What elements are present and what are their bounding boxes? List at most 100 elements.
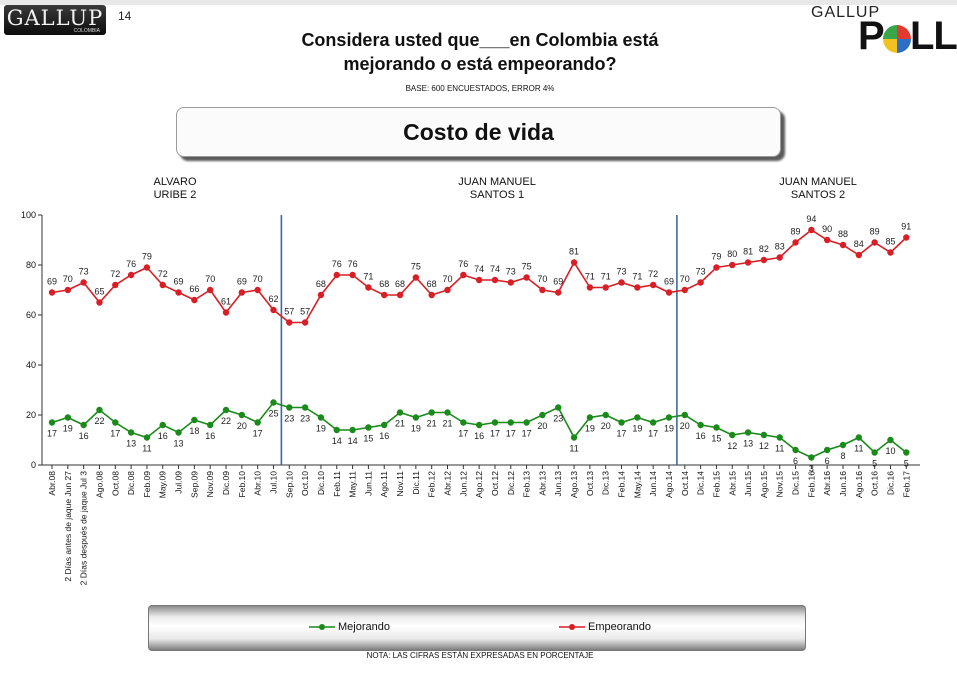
data-point-empeorando: [523, 274, 530, 281]
legend-item-empeorando: Empeorando: [559, 621, 651, 633]
x-tick-label: Dic.16: [885, 471, 895, 495]
x-tick-label: Feb.17: [901, 471, 911, 498]
data-point-mejorando: [523, 419, 530, 426]
sample-base: BASE: 600 ENCUESTADOS, ERROR 4%: [405, 84, 555, 93]
data-label-empeorando: 61: [221, 297, 231, 307]
data-label-empeorando: 71: [363, 272, 373, 282]
data-point-mejorando: [586, 414, 594, 421]
data-point-mejorando: [286, 404, 293, 411]
data-label-empeorando: 79: [711, 252, 721, 262]
data-point-empeorando: [222, 309, 230, 316]
period-label-santos1: JUAN MANUEL SANTOS 1: [437, 176, 557, 202]
x-tick-label: Feb.16: [806, 471, 816, 498]
x-tick-label: Feb.15: [711, 471, 721, 498]
data-label-empeorando: 73: [617, 267, 627, 277]
x-tick-label: Feb.14: [617, 471, 627, 498]
legend-label-empeorando: Empeorando: [588, 621, 651, 633]
period-line: SANTOS 2: [790, 189, 846, 201]
data-point-mejorando: [618, 419, 625, 426]
data-point-mejorando: [222, 406, 230, 414]
data-point-empeorando: [412, 274, 420, 281]
x-tick-label: Ago.15: [759, 471, 769, 498]
data-point-empeorando: [333, 271, 340, 279]
data-point-mejorando: [254, 419, 261, 426]
data-point-empeorando: [301, 319, 309, 326]
data-point-empeorando: [839, 241, 847, 249]
data-label-mejorando: 11: [142, 444, 151, 454]
x-tick-label: Jun.15: [743, 471, 753, 497]
logo-right-p: P: [858, 14, 885, 58]
y-tick-label: 80: [26, 260, 36, 270]
data-point-mejorando: [444, 409, 451, 416]
data-point-mejorando: [127, 429, 135, 436]
x-tick-label: Oct.10: [300, 471, 310, 496]
data-point-mejorando: [96, 406, 103, 414]
title-line-2: mejorando o está empeorando?: [343, 54, 617, 74]
data-label-mejorando: 19: [632, 424, 642, 434]
x-tick-label: Ago.16: [854, 471, 864, 498]
data-point-empeorando: [491, 276, 499, 284]
x-tick-label: Jul.10: [268, 471, 278, 494]
data-point-empeorando: [112, 281, 119, 289]
data-point-mejorando: [792, 446, 799, 454]
data-point-mejorando: [887, 436, 894, 444]
data-label-mejorando: 6: [825, 456, 830, 466]
title-line-1: Considera usted que___en Colombia está: [301, 30, 659, 50]
data-point-mejorando: [903, 449, 910, 456]
y-tick-label: 20: [26, 410, 36, 420]
data-point-mejorando: [839, 441, 847, 449]
data-label-empeorando: 89: [791, 227, 801, 237]
footnote: NOTA: LAS CIFRAS ESTÁN EXPRESADAS EN POR…: [366, 651, 594, 660]
data-point-mejorando: [238, 411, 246, 419]
period-line: URIBE 2: [153, 189, 197, 201]
period-line: JUAN MANUEL: [458, 176, 536, 188]
data-point-mejorando: [823, 446, 831, 454]
data-label-mejorando: 20: [537, 421, 547, 431]
data-label-mejorando: 23: [284, 414, 294, 424]
data-label-mejorando: 5: [904, 459, 909, 469]
x-tick-label: Dic.10: [316, 471, 326, 495]
top-bar: [0, 0, 957, 5]
x-tick-label: Dic.15: [791, 471, 801, 495]
data-point-empeorando: [760, 256, 768, 264]
data-label-empeorando: 75: [522, 262, 532, 272]
data-point-mejorando: [744, 429, 752, 436]
data-label-mejorando: 21: [427, 419, 437, 429]
data-label-mejorando: 3: [809, 464, 814, 474]
period-line: ALVARO: [153, 176, 197, 188]
data-label-mejorando: 20: [680, 421, 690, 431]
data-point-empeorando: [729, 261, 736, 269]
data-point-empeorando: [96, 299, 103, 306]
data-point-mejorando: [207, 421, 214, 429]
data-label-mejorando: 19: [63, 424, 73, 434]
data-label-mejorando: 5: [872, 459, 877, 469]
x-tick-label: Dic.11: [411, 471, 421, 495]
data-point-mejorando: [634, 414, 641, 421]
data-point-empeorando: [175, 289, 182, 296]
x-tick-label: Abr.16: [822, 471, 832, 496]
data-label-mejorando: 19: [411, 424, 421, 434]
data-point-mejorando: [871, 449, 878, 456]
x-tick-label: Abr.12: [443, 471, 453, 496]
x-tick-label: Dic.14: [696, 471, 706, 495]
data-point-mejorando: [602, 411, 609, 419]
data-point-empeorando: [475, 276, 483, 284]
data-point-empeorando: [238, 289, 246, 296]
data-point-mejorando: [301, 404, 309, 411]
data-label-empeorando: 75: [411, 262, 421, 272]
data-label-empeorando: 76: [458, 259, 468, 269]
data-label-empeorando: 69: [174, 277, 184, 287]
data-point-mejorando: [428, 409, 435, 416]
data-point-mejorando: [491, 419, 499, 426]
data-label-mejorando: 17: [617, 429, 627, 439]
x-tick-label: Ago.14: [664, 471, 674, 498]
data-point-empeorando: [823, 236, 831, 244]
gallup-poll-logo: GALLUP P LL: [806, 4, 957, 60]
data-point-empeorando: [602, 284, 609, 291]
data-label-empeorando: 71: [632, 272, 642, 282]
period-label-santos2: JUAN MANUEL SANTOS 2: [758, 176, 878, 202]
data-point-empeorando: [64, 286, 72, 294]
data-point-empeorando: [207, 286, 214, 294]
data-point-empeorando: [665, 289, 673, 296]
data-point-empeorando: [444, 286, 451, 294]
